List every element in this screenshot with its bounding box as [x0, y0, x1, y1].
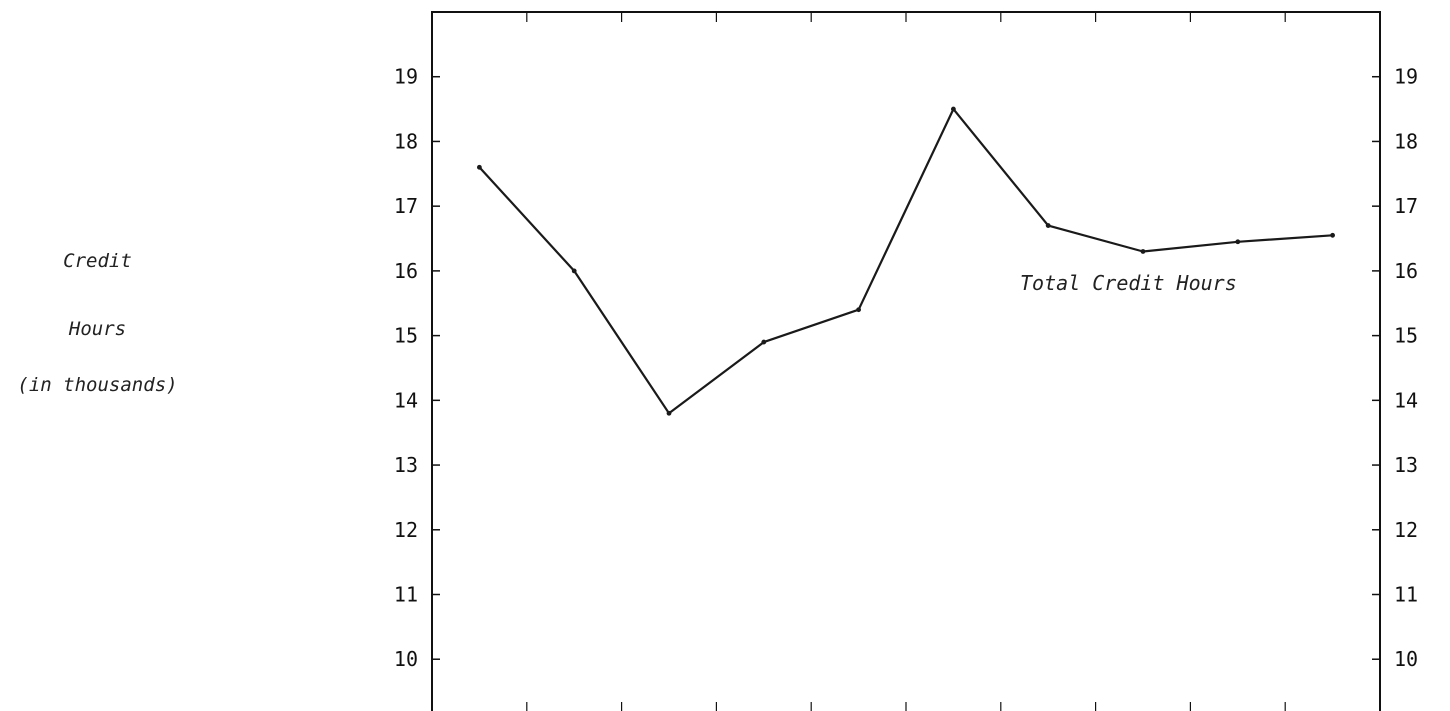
y-axis-label-line-3: (in thousands) [17, 374, 178, 396]
bottom-x-ticks [526, 702, 1286, 711]
right-y-tick-label: 11 [1394, 583, 1418, 607]
right-y-tick-label: 14 [1394, 388, 1418, 412]
left-y-tick-label: 17 [394, 194, 418, 218]
right-y-tick-label: 18 [1394, 129, 1418, 153]
data-point [571, 268, 577, 274]
y-axis-label-line-2: Hours [68, 318, 127, 340]
data-point [761, 339, 767, 345]
right-y-tick-label: 10 [1394, 647, 1418, 671]
right-y-tick-label: 16 [1394, 259, 1418, 283]
left-y-tick-label: 12 [394, 518, 418, 542]
data-point [477, 164, 482, 170]
data-point [1330, 232, 1335, 238]
top-x-ticks [526, 12, 1286, 22]
right-y-tick-label: 13 [1394, 453, 1418, 477]
data-point [1235, 239, 1241, 245]
data-point [856, 307, 861, 313]
right-y-tick-label: 17 [1394, 194, 1418, 218]
left-y-tick-label: 10 [394, 647, 418, 671]
data-point [951, 106, 956, 112]
left-y-tick-label: 11 [394, 583, 418, 607]
right-y-tick-label: 12 [1394, 518, 1418, 542]
left-y-tick-label: 14 [394, 388, 418, 412]
series-line [478, 107, 1334, 415]
right-y-tick-label: 15 [1394, 324, 1418, 348]
left-y-axis: 10 11 12 13 14 15 16 17 18 19 [394, 65, 440, 671]
right-y-axis: 10 11 12 13 14 15 16 17 18 19 [1372, 65, 1418, 671]
series-total-credit-hours [477, 106, 1335, 416]
series-label: Total Credit Hours [1020, 271, 1237, 295]
plot-frame [431, 11, 1381, 711]
left-y-tick-label: 15 [394, 324, 418, 348]
left-y-tick-label: 16 [394, 259, 418, 283]
left-y-tick-label: 19 [394, 65, 418, 89]
left-y-tick-label: 18 [394, 129, 418, 153]
left-y-tick-label: 13 [394, 453, 418, 477]
data-point [666, 410, 672, 416]
right-y-tick-label: 19 [1394, 65, 1418, 89]
data-point [1045, 223, 1051, 228]
y-axis-label-line-1: Credit [63, 250, 132, 272]
data-point [1140, 249, 1146, 254]
